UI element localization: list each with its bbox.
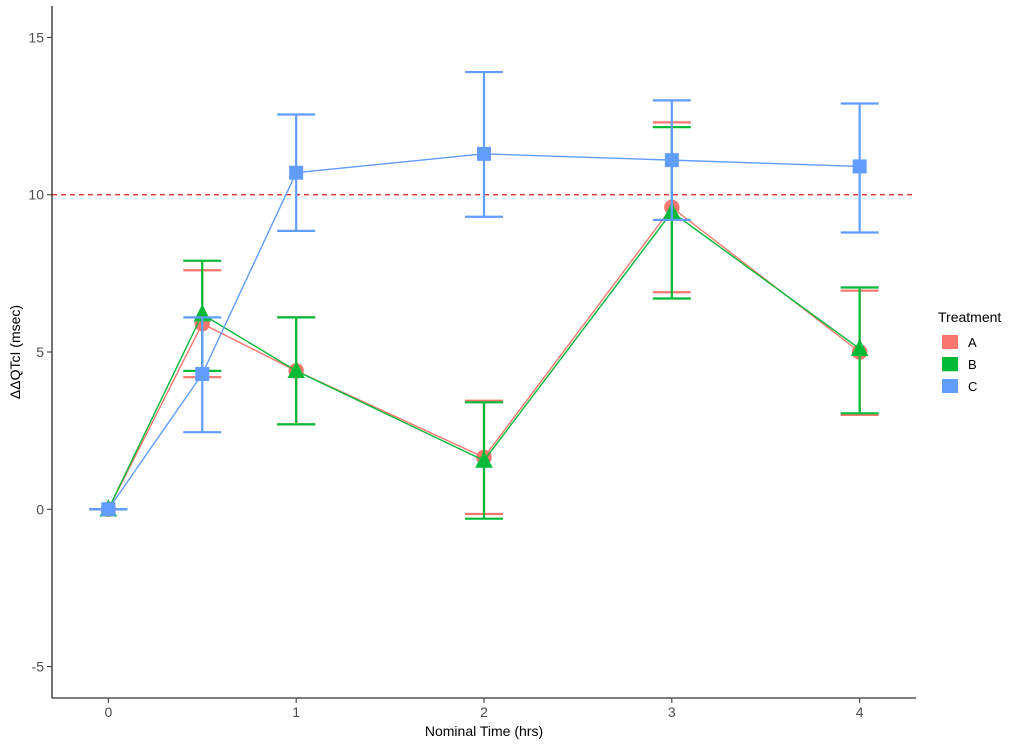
x-tick-label: 0 — [104, 704, 112, 720]
data-point-c — [101, 502, 116, 517]
legend-item-b: B — [942, 356, 977, 372]
legend-label-a: A — [968, 335, 977, 350]
x-tick-label: 1 — [292, 704, 300, 720]
series-c — [89, 70, 879, 517]
y-tick-label: 10 — [28, 187, 44, 203]
axes: -5 0 5 10 15 0 1 2 3 4 Nominal Time (hrs) ΔΔQTcI (m… — [7, 6, 916, 739]
x-tick-label: 3 — [668, 704, 676, 720]
y-axis-title: ΔΔQTcI (msec) — [7, 305, 23, 399]
data-point-c — [289, 165, 304, 180]
legend-swatch-c — [942, 379, 958, 393]
legend: Treatment ABC — [938, 309, 1001, 394]
data-point-c — [664, 153, 679, 168]
legend-label-c: C — [968, 379, 977, 394]
legend-item-c: C — [942, 379, 977, 394]
legend-item-a: A — [942, 335, 977, 350]
legend-swatch-a — [942, 335, 958, 349]
data-point-c — [477, 146, 491, 161]
x-tick-label: 2 — [480, 704, 488, 720]
plot-area — [52, 70, 916, 520]
y-tick-label: 15 — [28, 29, 44, 45]
data-point-b — [850, 338, 869, 357]
series-a-line — [107, 206, 861, 510]
y-tick-label: -5 — [32, 659, 45, 675]
x-axis-title: Nominal Time (hrs) — [425, 723, 543, 739]
data-point-c — [195, 367, 210, 382]
legend-title: Treatment — [938, 309, 1001, 325]
x-tick-label: 4 — [856, 704, 864, 720]
data-point-b — [287, 360, 305, 379]
data-point-b — [475, 450, 493, 468]
y-tick-label: 5 — [36, 344, 44, 360]
y-tick-label: 0 — [36, 501, 44, 517]
series-b-line — [107, 211, 861, 510]
legend-label-b: B — [968, 357, 977, 372]
legend-marker-b — [942, 356, 958, 372]
series-c-line — [107, 153, 860, 510]
data-point-c — [852, 159, 867, 174]
